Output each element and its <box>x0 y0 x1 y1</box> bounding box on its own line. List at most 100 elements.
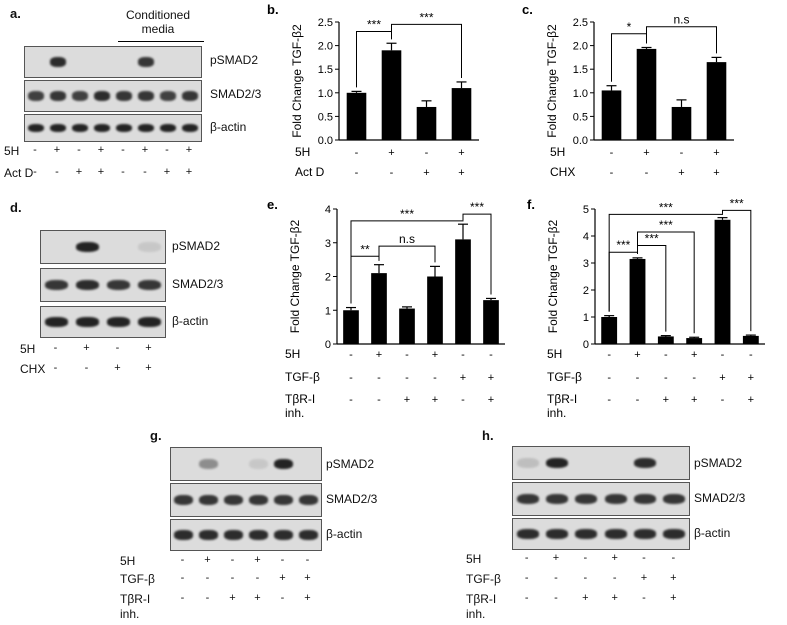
blot-band <box>663 493 686 505</box>
blot-band <box>181 91 199 101</box>
plus-sign: + <box>458 147 464 159</box>
treatment-label: TβR-I <box>285 392 315 406</box>
plus-sign: + <box>204 554 211 566</box>
minus-sign: - <box>524 592 529 604</box>
treatment-label-5h: 5H <box>466 552 482 566</box>
blot-row-actin <box>512 518 690 550</box>
treatment-label-5h: 5H <box>4 144 20 158</box>
minus-sign: - <box>355 167 359 179</box>
y-tick-label: 4 <box>325 204 331 216</box>
blot-band <box>181 123 199 133</box>
minus-sign: - <box>377 394 381 406</box>
y-tick-label: 0.5 <box>573 111 588 123</box>
treatment-label: 5H <box>295 145 310 159</box>
blot-band <box>224 530 243 540</box>
minus-sign: - <box>55 166 59 178</box>
plus-sign: + <box>488 372 494 384</box>
conditioned-media-label: Conditioned media <box>125 8 191 36</box>
bar <box>381 50 402 140</box>
blot-band <box>516 457 539 469</box>
blot-band <box>137 241 162 253</box>
blot-name-psmad2: pSMAD2 <box>172 239 221 253</box>
plus-sign: + <box>432 349 438 361</box>
blot-band <box>516 529 539 539</box>
plus-sign: + <box>229 592 236 604</box>
minus-sign: - <box>349 372 353 384</box>
blot-row-psmad2 <box>24 46 202 78</box>
blot-band <box>299 530 318 540</box>
blot-band <box>115 91 133 101</box>
blot-row-psmad2 <box>40 230 166 264</box>
blot-band <box>575 493 598 505</box>
y-tick-label: 1 <box>583 312 589 324</box>
significance-bracket <box>637 231 695 334</box>
plus-sign: + <box>634 349 640 361</box>
bar <box>714 219 731 344</box>
blot-band <box>115 123 133 133</box>
plus-sign: + <box>458 167 464 179</box>
plus-sign: + <box>404 394 410 406</box>
blot-band <box>633 529 657 539</box>
y-tick-label: 0.0 <box>573 135 588 147</box>
treatment-label-inh: inh. <box>120 607 140 621</box>
minus-sign: - <box>180 592 185 604</box>
y-tick-label: 1.0 <box>573 88 588 100</box>
significance-bracket <box>608 213 723 312</box>
blot-band <box>633 457 657 469</box>
minus-sign: - <box>636 372 640 384</box>
minus-sign: - <box>165 144 169 156</box>
plus-sign: + <box>691 349 697 361</box>
y-tick-label: 2.5 <box>573 17 588 29</box>
plus-sign: + <box>279 572 286 584</box>
plus-sign: + <box>145 362 152 374</box>
blot-band <box>545 493 569 505</box>
minus-sign: - <box>33 144 37 156</box>
blot-band <box>44 317 69 327</box>
blot-name-smad23: SMAD2/3 <box>326 492 378 506</box>
minus-sign: - <box>489 349 493 361</box>
plus-sign: + <box>713 147 719 159</box>
treatment-label: 5H <box>285 347 300 361</box>
significance-bracket <box>391 23 462 78</box>
panel-label-e: e. <box>267 197 278 212</box>
bar <box>416 106 437 140</box>
treatment-label-tbri: TβR-I <box>120 592 151 606</box>
plus-sign: + <box>114 362 121 374</box>
bar <box>629 258 646 344</box>
bar <box>455 239 471 344</box>
blot-band <box>106 317 131 327</box>
minus-sign: - <box>721 349 725 361</box>
plus-sign: + <box>691 394 697 406</box>
y-tick-label: 1.0 <box>318 88 333 100</box>
significance-label: ** <box>360 242 370 256</box>
significance-bracket <box>722 209 752 332</box>
y-tick-label: 2 <box>583 285 589 297</box>
treatment-label: inh. <box>285 406 304 420</box>
minus-sign: - <box>721 394 725 406</box>
blot-band <box>663 529 686 539</box>
minus-sign: - <box>280 592 285 604</box>
minus-sign: - <box>53 362 58 374</box>
plus-sign: + <box>423 167 429 179</box>
conditioned-media-line <box>118 41 204 42</box>
minus-sign: - <box>461 394 465 406</box>
treatment-label: 5H <box>547 347 562 361</box>
plus-sign: + <box>488 394 494 406</box>
minus-sign: - <box>664 372 668 384</box>
plus-sign: + <box>254 592 261 604</box>
bar <box>346 92 367 140</box>
blot-band <box>27 123 45 133</box>
blot-band <box>274 494 293 506</box>
minus-sign: - <box>349 394 353 406</box>
minus-sign: - <box>115 342 120 354</box>
significance-label: * <box>627 20 632 34</box>
blot-band <box>604 529 627 539</box>
y-tick-label: 0.0 <box>318 135 333 147</box>
significance-bracket <box>462 213 492 295</box>
plus-sign: + <box>678 167 684 179</box>
minus-sign: - <box>33 166 37 178</box>
plus-sign: + <box>254 554 261 566</box>
plus-sign: + <box>432 394 438 406</box>
y-tick-label: 4 <box>583 231 589 243</box>
blot-row-smad23 <box>40 268 166 302</box>
